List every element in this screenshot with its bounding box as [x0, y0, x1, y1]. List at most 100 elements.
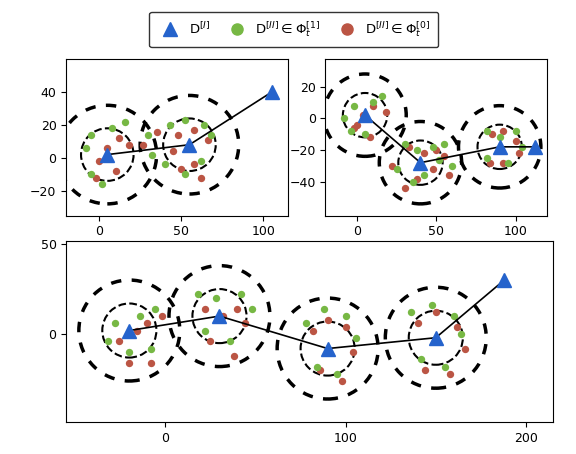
Point [439, 153, 449, 160]
Point [340, 115, 349, 122]
Point [323, 316, 332, 323]
Point [103, 338, 112, 345]
Point [368, 102, 377, 109]
Point [211, 295, 221, 302]
Point [132, 327, 141, 334]
Point [111, 168, 120, 175]
Point [229, 352, 238, 360]
Point [412, 146, 422, 153]
Point [168, 148, 177, 155]
Point [203, 136, 212, 143]
Point [435, 156, 444, 163]
Point [196, 174, 206, 181]
Point [94, 158, 104, 165]
Point [511, 137, 520, 144]
Point [190, 161, 199, 168]
Point [514, 149, 523, 157]
Point [487, 131, 497, 138]
Point [338, 377, 347, 385]
Point [180, 171, 189, 178]
Point [482, 154, 491, 162]
Point [419, 149, 428, 157]
Point [429, 143, 438, 150]
Point [400, 140, 409, 147]
Point [444, 172, 453, 179]
Point [392, 165, 401, 173]
Point [316, 366, 325, 374]
Point [320, 305, 329, 312]
Point [498, 128, 507, 135]
Point [111, 320, 120, 327]
Point [206, 131, 215, 138]
Point [177, 166, 186, 173]
Point [139, 141, 148, 148]
Point [150, 305, 159, 312]
Point [206, 338, 215, 345]
Point [157, 312, 166, 320]
Point [486, 159, 495, 166]
Point [125, 349, 134, 356]
Point [406, 309, 415, 316]
Point [114, 338, 123, 345]
Point [482, 128, 491, 135]
Point [200, 121, 209, 128]
Point [408, 178, 417, 185]
Point [511, 128, 520, 135]
Point [237, 291, 246, 298]
Point [146, 359, 156, 366]
Point [368, 99, 377, 106]
Point [440, 363, 449, 370]
Point [152, 128, 161, 135]
Point [103, 144, 112, 152]
Point [200, 327, 210, 334]
Point [86, 171, 96, 178]
Point [417, 356, 426, 363]
Point [86, 131, 96, 138]
Point [361, 131, 370, 138]
Point [196, 158, 206, 165]
Point [352, 334, 361, 341]
Point [449, 312, 458, 320]
Point [98, 181, 107, 188]
Point [460, 345, 469, 352]
Point [365, 133, 374, 141]
Point [200, 305, 210, 312]
Point [453, 323, 462, 331]
Point [173, 131, 183, 138]
Point [346, 128, 355, 135]
Point [146, 345, 156, 352]
Point [495, 133, 504, 141]
Point [180, 117, 189, 124]
Point [503, 159, 512, 166]
Point [446, 370, 455, 377]
Point [412, 175, 422, 182]
Point [405, 143, 414, 150]
Point [81, 144, 90, 152]
Point [420, 366, 430, 374]
Point [517, 143, 526, 150]
Point [91, 174, 100, 181]
Point [378, 93, 387, 100]
Point [413, 320, 422, 327]
Point [114, 134, 123, 142]
Point [160, 161, 169, 168]
Point [135, 312, 145, 320]
Point [498, 159, 507, 166]
Point [147, 151, 156, 158]
Point [341, 312, 350, 320]
Point [427, 301, 437, 309]
Point [400, 184, 409, 192]
Point [233, 305, 242, 312]
Point [309, 327, 318, 334]
Point [226, 338, 235, 345]
Point [332, 370, 341, 377]
Point [240, 320, 249, 327]
Point [301, 320, 310, 327]
Point [349, 102, 358, 109]
Point [439, 140, 449, 147]
Point [165, 121, 175, 128]
Point [144, 131, 153, 138]
Point [341, 323, 350, 331]
Point [218, 312, 228, 320]
Point [143, 320, 152, 327]
